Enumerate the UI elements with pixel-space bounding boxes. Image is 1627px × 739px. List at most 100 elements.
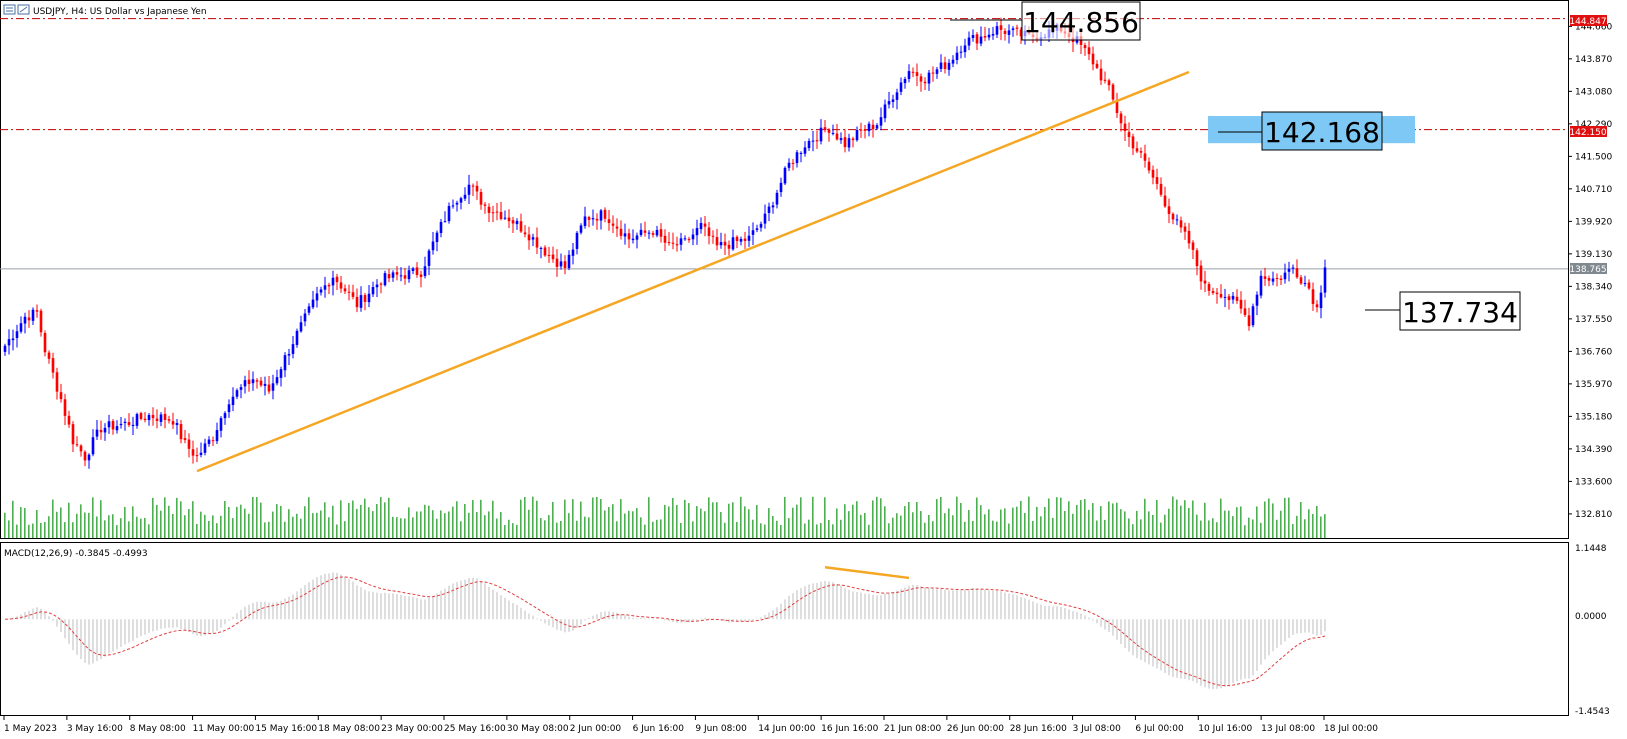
price-axis: 144.660 143.870 143.080 142.290 141.500 140.7… bbox=[1568, 22, 1612, 520]
time-tick-label: 18 Jul 00:00 bbox=[1324, 724, 1378, 734]
volume-bar bbox=[660, 519, 662, 538]
volume-bar bbox=[488, 511, 490, 538]
macd-pane bbox=[0, 542, 1569, 716]
volume-bar bbox=[1048, 498, 1050, 538]
candle-body bbox=[367, 293, 371, 303]
horizontal-levels bbox=[0, 18, 1568, 270]
candle-body bbox=[315, 293, 319, 301]
candle-body bbox=[203, 443, 207, 453]
volume-bar bbox=[784, 496, 786, 538]
volume-bar bbox=[1036, 506, 1038, 538]
volume-bar bbox=[1196, 514, 1198, 538]
volume-bar bbox=[856, 501, 858, 538]
candle-body bbox=[639, 229, 643, 236]
volume-bar bbox=[56, 511, 58, 538]
volume-bar bbox=[500, 511, 502, 538]
volume-bar bbox=[788, 518, 790, 538]
volume-bar bbox=[676, 505, 678, 538]
volume-bar bbox=[1024, 513, 1026, 538]
volume-bar bbox=[604, 510, 606, 538]
volume-bar bbox=[32, 523, 34, 538]
candle-body bbox=[851, 138, 855, 141]
volume-bar bbox=[556, 522, 558, 538]
candle-body bbox=[687, 239, 691, 241]
candle-body bbox=[359, 295, 363, 308]
volume-bar bbox=[364, 498, 366, 538]
volume-bar bbox=[672, 497, 674, 538]
candle-body bbox=[503, 217, 507, 219]
candle-body bbox=[263, 383, 267, 386]
price-tick-label: 143.870 bbox=[1575, 55, 1612, 65]
volume-bar bbox=[304, 506, 306, 538]
candle-body bbox=[1291, 267, 1295, 269]
candle-body bbox=[271, 383, 275, 391]
candle-body bbox=[439, 222, 443, 233]
volume-bar bbox=[744, 506, 746, 538]
candle-body bbox=[963, 45, 967, 53]
volume-bar bbox=[548, 515, 550, 538]
candle-body bbox=[899, 82, 903, 92]
chart-toggle-icon[interactable] bbox=[17, 4, 30, 15]
volume-bar bbox=[840, 519, 842, 538]
volume-bar bbox=[16, 524, 18, 538]
volume-bar bbox=[252, 497, 254, 538]
candle-body bbox=[451, 205, 455, 207]
volume-bar bbox=[392, 516, 394, 538]
volume-bar bbox=[1028, 496, 1030, 538]
candle-body bbox=[683, 238, 687, 240]
candle-body bbox=[379, 283, 383, 285]
volume-bar bbox=[476, 511, 478, 538]
candle-body bbox=[279, 369, 283, 378]
volume-bar bbox=[436, 518, 438, 538]
candle-body bbox=[803, 147, 807, 154]
candle-body bbox=[1235, 296, 1239, 301]
candle-body bbox=[223, 413, 227, 419]
volume-bar bbox=[952, 515, 954, 538]
volume-bar bbox=[628, 510, 630, 538]
volume-bar bbox=[656, 519, 658, 538]
volume-bar bbox=[1060, 497, 1062, 538]
candle-body bbox=[499, 212, 503, 219]
candle-body bbox=[751, 230, 755, 235]
volume-bar bbox=[712, 502, 714, 538]
volume-bar bbox=[592, 497, 594, 538]
candle-body bbox=[255, 380, 259, 382]
candle-body bbox=[91, 437, 95, 455]
volume-bar bbox=[508, 519, 510, 538]
volume-bar bbox=[968, 509, 970, 538]
time-tick-label: 3 Jul 08:00 bbox=[1073, 724, 1122, 734]
candle-body bbox=[599, 210, 603, 221]
volume-bar bbox=[144, 517, 146, 538]
candle-body bbox=[879, 117, 883, 126]
volume-bar bbox=[352, 500, 354, 538]
time-tick-label: 21 Jun 08:00 bbox=[884, 724, 941, 734]
volume-bar bbox=[164, 497, 166, 538]
candle-body bbox=[1239, 299, 1243, 309]
candle-body bbox=[139, 413, 143, 419]
volume-bar bbox=[300, 518, 302, 538]
volume-bar bbox=[400, 518, 402, 538]
volume-bar bbox=[1244, 525, 1246, 538]
candle-body bbox=[827, 129, 831, 133]
volume-bar bbox=[172, 514, 174, 538]
candle-body bbox=[1247, 315, 1251, 327]
candle-body bbox=[663, 235, 667, 243]
macd-signal-line bbox=[4, 576, 1326, 687]
candle-body bbox=[903, 78, 907, 84]
candle-body bbox=[979, 36, 983, 44]
volume-bar bbox=[588, 517, 590, 538]
volume-bar bbox=[196, 523, 198, 538]
candle-body bbox=[431, 241, 435, 251]
volume-bar bbox=[972, 520, 974, 538]
volume-bar bbox=[900, 515, 902, 538]
candle-body bbox=[267, 384, 271, 392]
volume-bar bbox=[1276, 519, 1278, 538]
volume-bar bbox=[256, 497, 258, 538]
candle-body bbox=[775, 192, 779, 205]
candle-body bbox=[955, 52, 959, 60]
volume-bar bbox=[388, 497, 390, 538]
candle-body bbox=[1279, 278, 1283, 280]
candle-body bbox=[1155, 177, 1159, 184]
volume-bar bbox=[1304, 519, 1306, 538]
candle-body bbox=[219, 418, 223, 431]
